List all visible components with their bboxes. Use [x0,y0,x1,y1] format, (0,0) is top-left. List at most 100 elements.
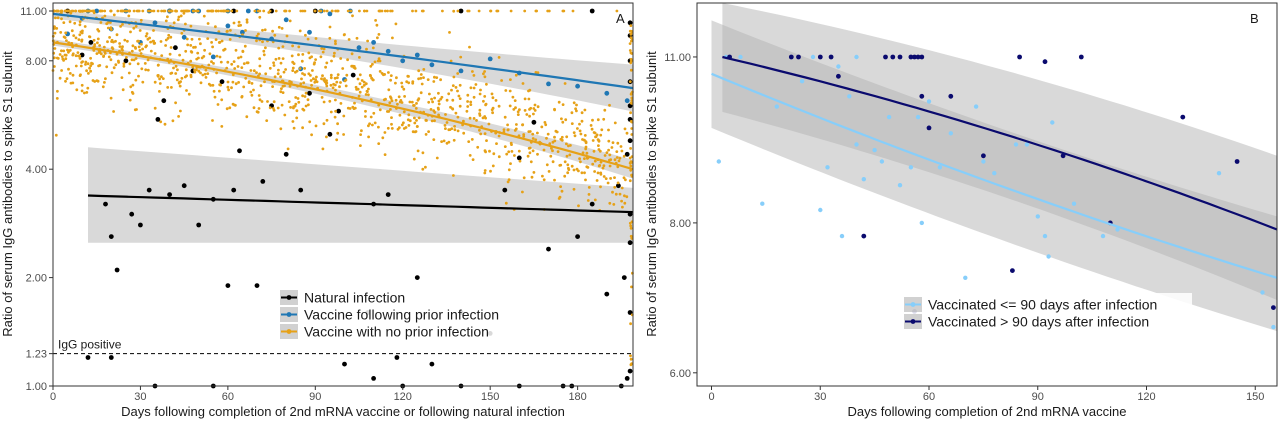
data-point [77,38,81,41]
data-point [627,138,633,144]
data-point [329,110,333,114]
data-point [356,77,360,81]
data-point [915,114,921,120]
data-point [189,44,193,47]
data-point [103,201,108,207]
data-point [604,177,608,181]
data-point [595,179,599,182]
panel-a-y-axis-label: Ratio of serum IgG antibodies to spike S… [0,51,15,337]
legend-key-point [286,312,292,317]
data-point [327,131,333,137]
data-point [365,47,368,51]
data-point [608,201,612,205]
data-point [601,166,605,170]
data-point [400,85,404,89]
data-point [630,99,634,102]
data-point [377,125,380,129]
data-point [218,89,221,93]
data-point [226,80,230,84]
data-point [400,81,404,85]
data-point [364,115,367,118]
data-point [106,40,109,44]
data-point [549,154,553,158]
data-point [456,115,460,119]
data-point [565,142,568,146]
data-point [325,135,328,139]
data-point [203,48,207,52]
x-tick-label: 180 [568,391,586,403]
data-point [509,78,512,81]
data-point [559,185,562,189]
data-point [407,75,410,78]
data-point [358,9,361,13]
data-point [522,176,526,180]
data-point [263,80,266,84]
data-point [439,78,442,82]
data-point [129,85,133,89]
data-point [307,51,311,55]
data-point [309,79,313,82]
data-point [294,102,298,106]
data-point [854,142,859,147]
data-point [908,54,914,60]
data-point [303,9,307,13]
data-point [508,104,512,108]
data-point [358,56,361,59]
data-point [334,109,337,113]
data-point [347,38,351,41]
data-point [325,118,329,122]
data-point [570,122,574,125]
data-point [926,125,932,131]
data-point [166,36,170,40]
data-point [291,69,295,72]
data-point [414,9,418,13]
data-point [394,355,400,360]
data-point [489,9,492,13]
data-point [407,124,411,127]
data-point [89,56,92,60]
data-point [963,275,968,280]
data-point [78,57,82,60]
data-point [99,52,103,56]
data-point [618,192,622,196]
data-point [245,18,249,22]
data-point [1050,120,1055,125]
data-point [123,58,129,64]
data-point [233,103,236,107]
data-point [380,9,384,13]
data-point [1024,142,1030,147]
data-point [71,73,75,77]
data-point [167,9,171,13]
data-point [587,193,591,196]
data-point [318,9,321,13]
data-point [428,92,431,96]
data-point [137,39,140,43]
data-point [415,125,419,128]
data-point [255,110,259,114]
data-point [130,49,134,53]
data-point [110,38,114,42]
data-point [367,93,370,97]
data-point [98,44,101,47]
data-point [919,220,924,226]
data-point [95,52,99,55]
data-point [294,96,298,99]
data-point [146,187,152,193]
data-point [330,59,333,63]
data-point [59,9,63,13]
panel-a-label: A [616,11,625,26]
data-point [531,137,535,140]
data-point [114,267,120,273]
data-point [167,33,171,37]
data-point [572,101,576,105]
data-point [233,67,237,70]
data-point [194,9,198,13]
data-point [220,98,224,102]
data-point [333,76,337,80]
data-point [137,45,141,49]
data-point [230,9,234,13]
data-point [281,57,285,60]
data-point [334,98,337,102]
data-point [103,81,106,84]
